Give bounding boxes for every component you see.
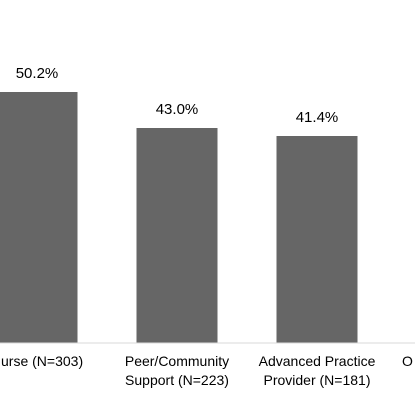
bars-group <box>0 92 358 343</box>
category-label-2-line-0: Advanced Practice <box>259 353 376 369</box>
category-label-1-line-0: Peer/Community <box>125 353 229 369</box>
bar-0 <box>0 92 78 343</box>
category-label-2-line-1: Provider (N=181) <box>264 372 371 388</box>
data-label-2: 41.4% <box>296 109 339 126</box>
category-label-1-line-1: Support (N=223) <box>125 372 229 388</box>
data-label-0: 50.2% <box>16 65 59 82</box>
category-label-0-line-0: Nurse (N=303) <box>0 353 83 369</box>
bar-1 <box>136 128 218 343</box>
category-labels-group: Nurse (N=303) Peer/Community Support (N=22… <box>0 353 413 388</box>
data-label-1: 43.0% <box>156 101 199 118</box>
bar-2 <box>276 136 358 343</box>
data-labels-group: 50.2% 43.0% 41.4% <box>16 65 339 126</box>
category-label-3-line-0: O <box>402 353 413 369</box>
